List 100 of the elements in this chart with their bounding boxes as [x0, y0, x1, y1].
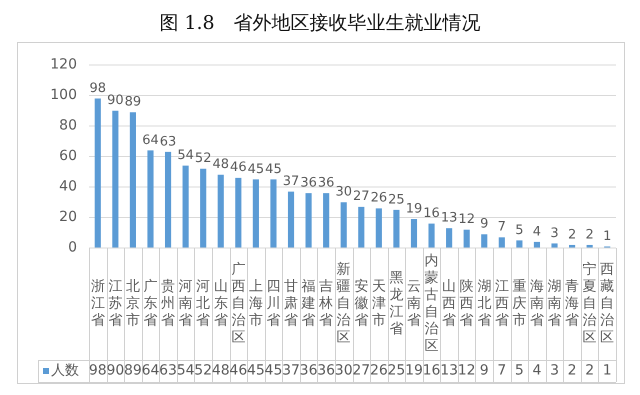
x-tick-label: 河北省 [196, 278, 210, 329]
data-label: 90 [107, 93, 124, 108]
data-label: 36 [300, 175, 317, 190]
data-label: 2 [568, 227, 576, 242]
text: 1 [602, 362, 612, 379]
bar [94, 98, 101, 248]
x-tick-label: 青海省 [565, 278, 580, 329]
text: 36 [317, 362, 336, 379]
text: 30 [334, 362, 353, 379]
bar [147, 150, 154, 248]
x-tick-label: 江苏省 [108, 278, 122, 329]
bar [498, 237, 505, 248]
data-label: 45 [265, 162, 282, 177]
data-label: 16 [423, 206, 440, 221]
bar [200, 168, 206, 248]
text: 26 [370, 362, 388, 379]
data-label: 13 [440, 210, 458, 226]
bar [534, 242, 540, 248]
text: 48 [212, 362, 230, 379]
bar [182, 166, 189, 248]
x-tick-label: 贵州省 [161, 278, 176, 329]
x-tick-label: 北京市 [126, 278, 140, 329]
bar [358, 206, 364, 248]
text: 63 [159, 362, 177, 379]
data-label: 54 [177, 148, 194, 164]
data-label: 5 [515, 222, 524, 238]
y-tick-label: 120 [50, 56, 77, 73]
bar [288, 192, 294, 248]
bar [569, 244, 576, 248]
data-label: 30 [335, 184, 352, 200]
bar [551, 243, 558, 248]
data-label: 7 [498, 220, 506, 235]
text: 54 [176, 362, 195, 379]
data-label: 4 [532, 224, 542, 240]
x-tick-label: 甘肃省 [284, 278, 298, 329]
data-label: 9 [480, 216, 488, 232]
bar [252, 179, 259, 248]
bar [376, 208, 382, 248]
data-label: 27 [353, 189, 370, 204]
data-label: 98 [90, 80, 106, 96]
data-label: 37 [282, 174, 300, 189]
bar [323, 193, 330, 248]
y-tick-label: 20 [59, 209, 77, 226]
text: 52 [194, 362, 212, 379]
data-label: 45 [248, 162, 264, 177]
text: 7 [497, 362, 506, 379]
x-tick-label: 新疆自治区 [336, 262, 351, 346]
y-tick-label: 40 [59, 178, 77, 195]
x-tick-label: 四川省 [266, 278, 280, 329]
chart-title: 图 1.8 省外地区接收毕业生就业情况 [158, 11, 482, 36]
x-tick-label: 湖南省 [548, 278, 562, 329]
text: 13 [440, 362, 458, 379]
bar [130, 112, 136, 248]
x-tick-label: 湖北省 [477, 278, 492, 329]
data-label: 48 [212, 157, 230, 172]
x-tick-label: 广西自治区 [231, 262, 246, 346]
text: 25 [388, 362, 406, 379]
text: 19 [405, 362, 423, 379]
text: 9 [480, 362, 489, 379]
bar [235, 178, 242, 248]
text: 46 [229, 362, 248, 379]
x-tick-label: 广东省 [143, 278, 158, 329]
text: 5 [514, 362, 524, 379]
x-tick-label: 福建省 [300, 278, 316, 329]
bar [270, 179, 277, 248]
data-label: 52 [194, 151, 212, 166]
x-tick-label: 浙江省 [90, 278, 105, 329]
x-tick-label: 山东省 [214, 278, 228, 329]
text: 2 [568, 362, 577, 379]
data-label: 12 [458, 212, 475, 228]
data-label: 89 [124, 94, 142, 110]
x-tick-label: 陕西省 [460, 278, 474, 329]
bar [428, 224, 435, 248]
data-label: 19 [406, 201, 422, 216]
data-label: 46 [230, 160, 247, 176]
x-tick-label: 河南省 [178, 278, 193, 329]
bar [586, 244, 593, 248]
data-label: 26 [370, 190, 388, 206]
text: 4 [532, 362, 542, 379]
data-label: 36 [318, 175, 334, 190]
x-tick-label: 天津市 [372, 278, 386, 329]
text: 45 [264, 362, 282, 379]
text: 37 [282, 362, 300, 379]
text: 36 [300, 362, 318, 379]
x-tick-label: 吉林省 [318, 278, 334, 329]
text: 45 [246, 362, 265, 379]
bar [112, 110, 118, 248]
y-tick-label: 100 [50, 87, 77, 104]
text: 12 [458, 362, 476, 379]
bar [446, 228, 452, 248]
text: 16 [422, 362, 441, 379]
data-label: 25 [388, 192, 405, 208]
x-tick-label: 重庆市 [512, 278, 526, 329]
text: 98 [88, 362, 107, 379]
x-tick-label: 上海市 [248, 278, 263, 329]
text: 27 [352, 362, 370, 379]
bar [164, 152, 172, 248]
legend-label: 人数 [51, 362, 79, 379]
x-tick-label: 山西省 [442, 278, 456, 329]
bar [393, 210, 400, 248]
